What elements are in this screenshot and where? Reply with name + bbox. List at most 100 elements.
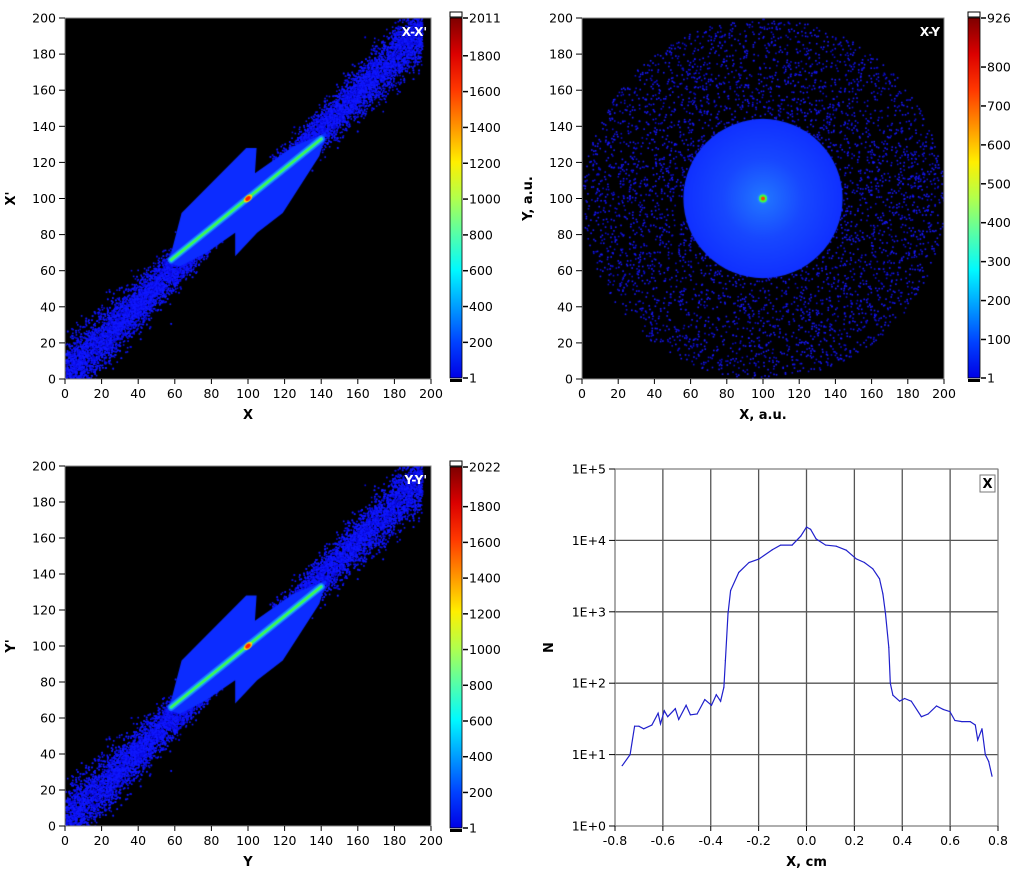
colorbar-tick-label: 1800 <box>469 48 501 63</box>
x-tick-label: 60 <box>683 386 699 401</box>
data-point <box>730 589 732 592</box>
x-tick-label: 140 <box>823 386 847 401</box>
data-point <box>674 708 676 710</box>
x-tick-label: 160 <box>346 386 370 401</box>
colorbar-tick-label: 2011 <box>469 11 501 26</box>
y-tick-label: 140 <box>32 119 56 134</box>
x-tick-label: 120 <box>273 386 297 401</box>
data-point <box>738 571 740 574</box>
y-tick-label: 120 <box>32 155 56 170</box>
y-tick-label: 80 <box>40 227 56 242</box>
heatmap-x-xprime <box>65 18 431 379</box>
colorbar-tick-label: 926 <box>987 11 1011 26</box>
colorbar-tick-label: 100 <box>987 332 1011 347</box>
x-axis-title: Y <box>242 855 253 870</box>
y-tick-label: 1E+5 <box>572 462 606 477</box>
colorbar-tick-label: 800 <box>469 227 493 242</box>
y-tick-label: 20 <box>40 783 56 798</box>
x-tick-label: 20 <box>610 386 626 401</box>
x-tick-label: 100 <box>751 386 775 401</box>
colorbar-tick-label: 500 <box>987 176 1011 191</box>
data-point <box>974 724 976 726</box>
x-tick-label: 40 <box>130 386 146 401</box>
x-tick-label: 60 <box>167 386 183 401</box>
data-point <box>882 593 884 595</box>
data-point <box>719 700 722 702</box>
x-tick-label: 0.4 <box>892 833 912 848</box>
y-tick-label: 60 <box>557 263 573 278</box>
colorbar-tick-label: 1400 <box>469 120 501 135</box>
colorbar-overflow-box <box>967 11 981 18</box>
x-tick-label: 200 <box>932 386 956 401</box>
x-tick-label: 0.6 <box>940 833 960 848</box>
y-tick-label: 180 <box>32 495 56 510</box>
data-point <box>791 544 793 546</box>
data-point <box>927 713 929 715</box>
colorbar-tick-label: 400 <box>987 215 1011 230</box>
data-point <box>643 728 645 730</box>
y-tick-label: 1E+3 <box>572 604 606 619</box>
x-tick-label: 40 <box>130 833 146 848</box>
data-point <box>689 714 692 716</box>
data-point <box>815 538 817 540</box>
data-point <box>888 646 890 648</box>
data-point <box>758 558 760 560</box>
data-point <box>696 713 698 715</box>
colorbar-tick-label: 1600 <box>469 535 501 550</box>
data-point <box>809 528 812 530</box>
y-tick-label: 200 <box>32 11 56 26</box>
colorbar-tick-label: 1 <box>987 371 995 386</box>
y-tick-label: 100 <box>32 191 56 206</box>
x-tick-label: -0.4 <box>699 833 723 848</box>
data-point <box>949 711 951 713</box>
y-tick-label: 40 <box>40 747 56 762</box>
y-tick-label: 100 <box>32 639 56 654</box>
colorbar-tick-label: 400 <box>469 749 493 764</box>
x-tick-label: 160 <box>346 833 370 848</box>
colorbar-tick-label: 700 <box>987 98 1011 113</box>
x-tick-label: 0 <box>61 386 69 401</box>
data-point <box>892 694 894 696</box>
y-tick-label: 160 <box>549 83 573 98</box>
colorbar-tick-label: 1000 <box>469 642 501 657</box>
x-axis-title: X, a.u. <box>739 408 786 423</box>
data-point <box>723 686 725 688</box>
colorbar-tick-label: 800 <box>987 60 1011 75</box>
legend-box <box>979 474 996 493</box>
y-tick-label: 120 <box>32 603 56 618</box>
data-point <box>678 718 680 721</box>
y-tick-label: 140 <box>32 567 56 582</box>
colorbar-tick-label: 1400 <box>469 571 501 586</box>
y-tick-label: 140 <box>549 119 573 134</box>
colorbar-overflow-box <box>449 460 463 467</box>
colorbar-overflow-box <box>449 11 463 18</box>
data-point <box>634 725 636 727</box>
x-tick-label: 100 <box>236 833 260 848</box>
data-point <box>835 545 837 547</box>
y-tick-label: 1E+2 <box>572 676 606 691</box>
y-tick-label: 180 <box>549 47 573 62</box>
colorbar-tick-label: 200 <box>469 785 493 800</box>
plot-frame <box>64 465 432 827</box>
data-point <box>855 558 857 560</box>
heatmap-y-yprime <box>65 466 431 826</box>
x-tick-label: 80 <box>719 386 735 401</box>
x-tick-label: 60 <box>167 833 183 848</box>
data-point <box>805 526 808 528</box>
colorbar-tick-label: 1600 <box>469 84 501 99</box>
y-tick-label: 0 <box>565 372 573 387</box>
legend-entry: X <box>982 477 992 492</box>
data-point <box>878 578 881 580</box>
colorbar-tick-label: 1200 <box>469 606 501 621</box>
data-point <box>991 775 993 777</box>
y-axis-title: Y' <box>4 639 19 653</box>
data-point <box>621 765 623 767</box>
y-tick-label: 1E+4 <box>572 533 606 548</box>
data-point <box>780 544 782 546</box>
y-tick-label: 200 <box>549 11 573 26</box>
plot-label: X-X' <box>402 25 427 39</box>
x-tick-label: 120 <box>273 833 297 848</box>
data-point <box>899 700 901 702</box>
